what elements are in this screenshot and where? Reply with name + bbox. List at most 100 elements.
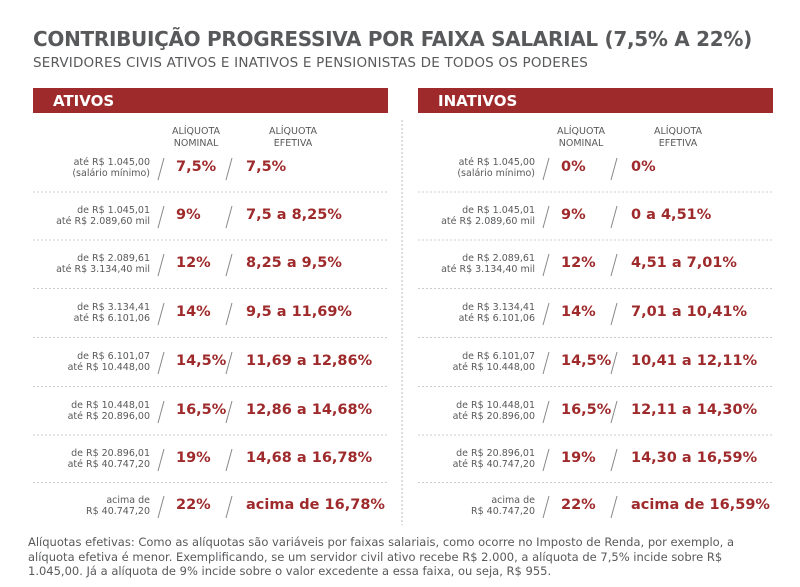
effective-rate: acima de 16,59%: [631, 497, 770, 513]
range-line: até R$ 40.747,20: [452, 459, 535, 470]
effective-rate: 12,86 a 14,68%: [246, 402, 373, 418]
nominal-rate: 14,5%: [561, 353, 612, 369]
slash: [610, 400, 618, 424]
nominal-rate: 14%: [561, 304, 596, 320]
effective-rate: 7,5%: [246, 159, 287, 175]
nominal-rate: 12%: [176, 255, 211, 271]
range-line: de R$ 20.896,01: [71, 448, 150, 459]
range-line: até R$ 6.101,06: [458, 313, 535, 324]
range-line: (salário mínimo): [72, 168, 150, 179]
slash: [610, 157, 618, 181]
column-header: NOMINAL: [173, 138, 219, 149]
slash: [225, 400, 233, 424]
slash: [610, 495, 618, 519]
nominal-rate: 22%: [561, 497, 596, 513]
slash: [542, 351, 550, 375]
range-line: de R$ 10.448,01: [456, 400, 535, 411]
slash: [157, 400, 165, 424]
slash: [157, 157, 165, 181]
range-line: acima de: [491, 495, 535, 506]
effective-rate: 7,01 a 10,41%: [631, 304, 748, 320]
slash: [542, 400, 550, 424]
range-line: (salário mínimo): [457, 168, 535, 179]
slash: [225, 448, 233, 472]
effective-rate: 9,5 a 11,69%: [246, 304, 352, 320]
slash: [225, 205, 233, 229]
range-line: de R$ 1.045,01: [77, 205, 150, 216]
column-header: ALÍQUOTA: [268, 126, 318, 137]
range-line: de R$ 2.089,61: [462, 253, 535, 264]
range-line: de R$ 6.101,07: [77, 351, 150, 362]
slash: [542, 253, 550, 277]
effective-rate: 4,51 a 7,01%: [631, 255, 737, 271]
column-header: ALÍQUOTA: [556, 126, 606, 137]
range-line: R$ 40.747,20: [470, 506, 535, 517]
nominal-rate: 19%: [176, 450, 211, 466]
range-line: de R$ 3.134,41: [77, 302, 150, 313]
slash: [157, 302, 165, 326]
range-line: de R$ 10.448,01: [71, 400, 150, 411]
range-line: até R$ 1.045,00: [458, 157, 535, 168]
column-header: EFETIVA: [273, 138, 313, 149]
nominal-rate: 22%: [176, 497, 211, 513]
effective-rate: 0%: [631, 159, 656, 175]
range-line: até R$ 3.134,40 mil: [56, 264, 150, 275]
footnote: Alíquotas efetivas: Como as alíquotas sã…: [28, 535, 735, 578]
nominal-rate: 14,5%: [176, 353, 227, 369]
column-header: ALÍQUOTA: [653, 126, 703, 137]
slash: [610, 351, 618, 375]
range-line: até R$ 20.896,00: [67, 411, 150, 422]
slash: [610, 253, 618, 277]
slash: [225, 157, 233, 181]
range-line: até R$ 3.134,40 mil: [441, 264, 535, 275]
slash: [157, 205, 165, 229]
slash: [157, 351, 165, 375]
slash: [225, 495, 233, 519]
nominal-rate: 16,5%: [176, 402, 227, 418]
panel-title: ATIVOS: [53, 92, 115, 110]
subtitle: SERVIDORES CIVIS ATIVOS E INATIVOS E PEN…: [33, 55, 589, 71]
effective-rate: 14,68 a 16,78%: [246, 450, 373, 466]
slash: [157, 253, 165, 277]
range-line: até R$ 2.089,60 mil: [441, 216, 535, 227]
panel-title: INATIVOS: [438, 92, 518, 110]
slash: [542, 205, 550, 229]
range-line: até R$ 10.448,00: [67, 362, 150, 373]
slash: [225, 302, 233, 326]
nominal-rate: 9%: [561, 207, 586, 223]
panel-header: INATIVOS: [418, 88, 773, 113]
effective-rate: acima de 16,78%: [246, 497, 385, 513]
range-line: de R$ 20.896,01: [456, 448, 535, 459]
column-header: ALÍQUOTA: [171, 126, 221, 137]
slash: [225, 351, 233, 375]
range-line: de R$ 2.089,61: [77, 253, 150, 264]
nominal-rate: 16,5%: [561, 402, 612, 418]
nominal-rate: 7,5%: [176, 159, 217, 175]
title: CONTRIBUIÇÃO PROGRESSIVA POR FAIXA SALAR…: [33, 27, 752, 51]
slash: [542, 302, 550, 326]
range-line: até R$ 40.747,20: [67, 459, 150, 470]
effective-rate: 8,25 a 9,5%: [246, 255, 342, 271]
slash: [542, 495, 550, 519]
slash: [542, 157, 550, 181]
slash: [157, 448, 165, 472]
nominal-rate: 0%: [561, 159, 586, 175]
range-line: até R$ 6.101,06: [73, 313, 150, 324]
effective-rate: 11,69 a 12,86%: [246, 353, 373, 369]
range-line: R$ 40.747,20: [85, 506, 150, 517]
range-line: de R$ 6.101,07: [462, 351, 535, 362]
slash: [225, 253, 233, 277]
range-line: de R$ 1.045,01: [462, 205, 535, 216]
column-header: EFETIVA: [658, 138, 698, 149]
panel-header: ATIVOS: [33, 88, 388, 113]
range-line: até R$ 1.045,00: [73, 157, 150, 168]
slash: [610, 302, 618, 326]
slash: [157, 495, 165, 519]
range-line: até R$ 20.896,00: [452, 411, 535, 422]
effective-rate: 14,30 a 16,59%: [631, 450, 758, 466]
effective-rate: 7,5 a 8,25%: [246, 207, 342, 223]
range-line: acima de: [106, 495, 150, 506]
range-line: até R$ 10.448,00: [452, 362, 535, 373]
